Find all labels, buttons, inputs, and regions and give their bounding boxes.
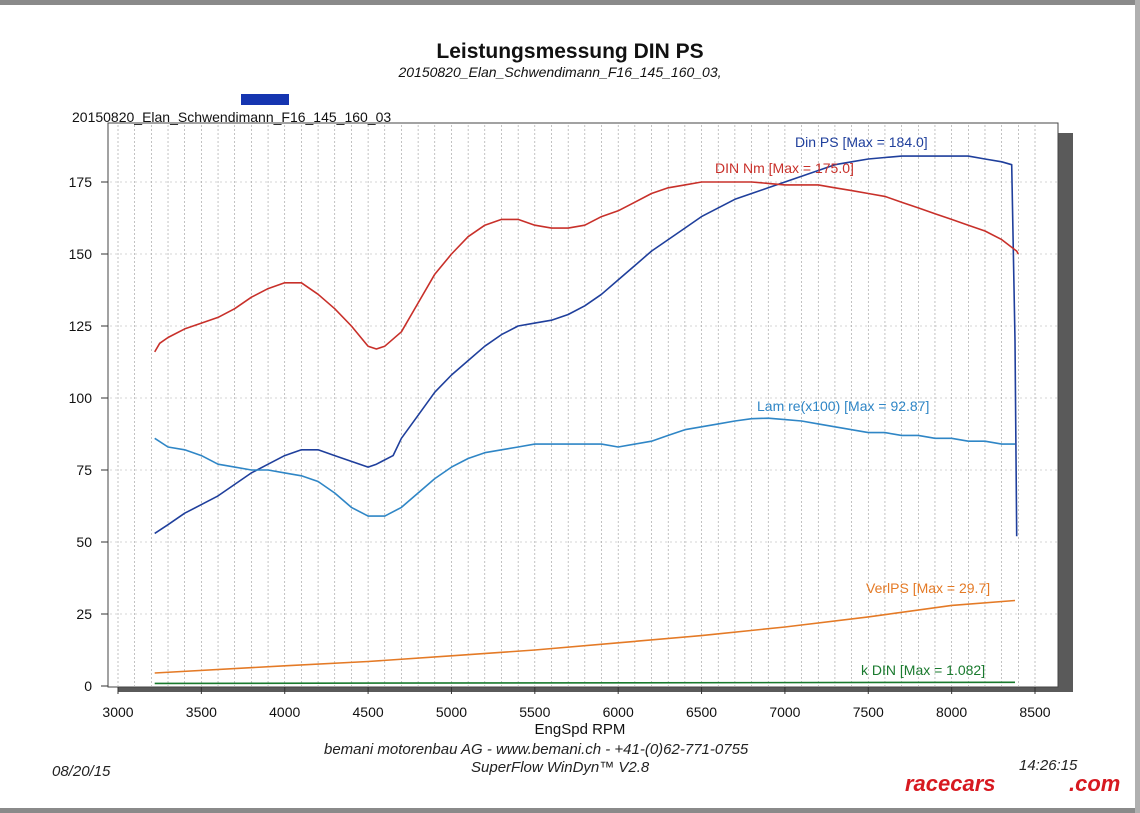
series-line-din-ps xyxy=(154,155,1018,537)
chart-subtitle: 20150820_Elan_Schwendimann_F16_145_160_0… xyxy=(397,64,721,80)
y-axis: 0 25 50 75 100 125 150 175 xyxy=(69,174,108,694)
watermark-racecars: racecars xyxy=(905,771,996,796)
chart-title: Leistungsmessung DIN PS xyxy=(436,40,703,63)
series-label-din-ps: Din PS [Max = 184.0] xyxy=(795,134,928,150)
x-tick-label: 4000 xyxy=(269,704,300,720)
y-tick-label: 50 xyxy=(76,534,92,550)
x-tick-label: 5000 xyxy=(436,704,467,720)
x-tick-label: 7000 xyxy=(769,704,800,720)
y-tick-label: 125 xyxy=(69,318,93,334)
grid-lines xyxy=(110,125,1057,686)
y-tick-label: 100 xyxy=(69,390,93,406)
x-tick-label: 8000 xyxy=(936,704,967,720)
run-color-swatch xyxy=(241,94,289,105)
x-tick-label: 3500 xyxy=(186,704,217,720)
series-lines xyxy=(154,155,1020,685)
footer-company: bemani motorenbau AG - www.bemani.ch - +… xyxy=(324,741,749,758)
x-tick-label: 6000 xyxy=(603,704,634,720)
x-axis: 3000 3500 4000 4500 5000 5500 6000 6500 7000 7500… xyxy=(102,687,1051,720)
y-tick-label: 0 xyxy=(84,678,92,694)
plot-area xyxy=(107,122,1059,688)
watermark-dotcom: .com xyxy=(1069,771,1121,796)
x-tick-label: 4500 xyxy=(353,704,384,720)
y-tick-label: 175 xyxy=(69,174,93,190)
right-border xyxy=(1135,0,1140,813)
y-tick-label: 150 xyxy=(69,246,93,262)
x-tick-label: 7500 xyxy=(853,704,884,720)
top-border xyxy=(0,0,1140,5)
series-label-lambda: Lam re(x100) [Max = 92.87] xyxy=(757,398,929,414)
x-tick-label: 3000 xyxy=(102,704,133,720)
series-label-verlps: VerlPS [Max = 29.7] xyxy=(866,580,990,596)
series-line-lam-re-x100- xyxy=(154,417,1015,517)
x-tick-label: 6500 xyxy=(686,704,717,720)
footer-date: 08/20/15 xyxy=(52,763,111,780)
x-axis-label: EngSpd RPM xyxy=(535,721,626,738)
run-label: 20150820_Elan_Schwendimann_F16_145_160_0… xyxy=(72,109,391,125)
y-tick-label: 25 xyxy=(76,606,92,622)
x-tick-label: 5500 xyxy=(519,704,550,720)
x-tick-label: 8500 xyxy=(1019,704,1050,720)
series-line-verlps xyxy=(154,599,1016,674)
series-line-din-nm xyxy=(154,181,1020,353)
footer-time: 14:26:15 xyxy=(1019,757,1078,774)
bottom-border xyxy=(0,808,1140,813)
series-line-k-din xyxy=(154,681,1016,685)
series-label-kdin: k DIN [Max = 1.082] xyxy=(861,662,985,678)
footer-software: SuperFlow WinDyn™ V2.8 xyxy=(471,759,650,776)
y-tick-label: 75 xyxy=(76,462,92,478)
series-label-din-nm: DIN Nm [Max = 175.0] xyxy=(715,160,854,176)
